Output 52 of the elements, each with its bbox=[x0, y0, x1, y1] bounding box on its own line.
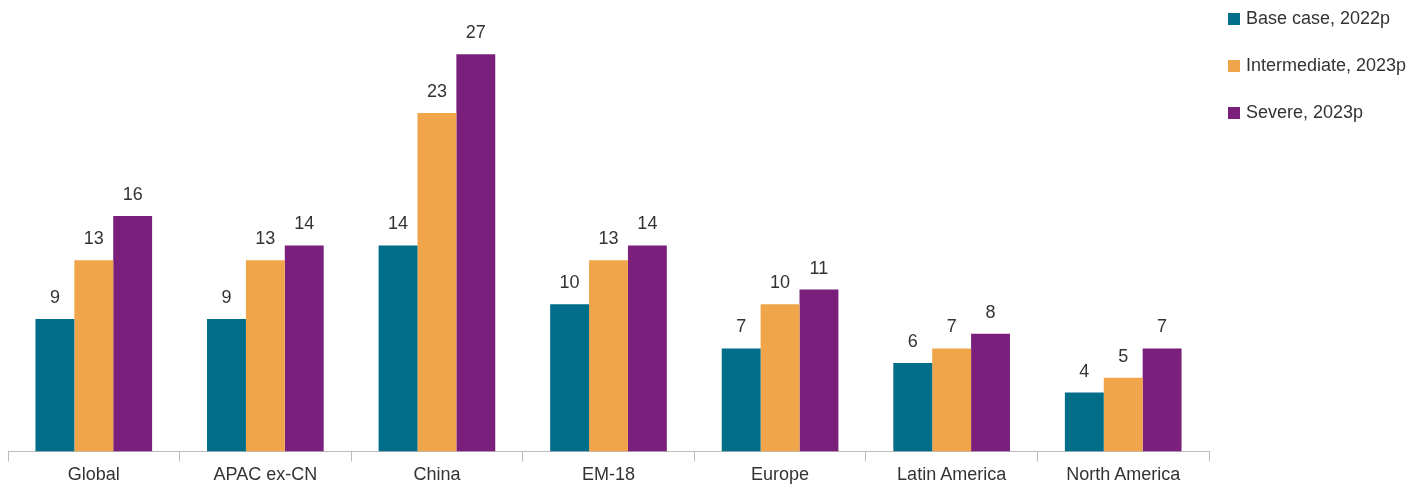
data-label: 10 bbox=[559, 272, 580, 293]
data-label: 4 bbox=[1079, 360, 1090, 381]
data-label: 14 bbox=[637, 213, 658, 234]
bar bbox=[1142, 348, 1182, 452]
data-label: 14 bbox=[388, 213, 409, 234]
x-tick-label: Global bbox=[67, 464, 120, 485]
bar bbox=[971, 333, 1010, 452]
data-label: 5 bbox=[1118, 345, 1129, 366]
data-label: 13 bbox=[83, 228, 104, 249]
bar bbox=[1103, 377, 1143, 452]
data-label: 11 bbox=[809, 257, 829, 278]
legend-label: Severe, 2023p bbox=[1246, 101, 1364, 124]
x-tick-label: Europe bbox=[751, 464, 810, 485]
data-label: 7 bbox=[736, 316, 747, 337]
data-label: 8 bbox=[985, 301, 996, 322]
bar bbox=[627, 245, 667, 452]
data-label: 13 bbox=[255, 228, 276, 249]
data-label: 23 bbox=[426, 80, 447, 101]
bar bbox=[284, 245, 324, 452]
x-tick-label: APAC ex-CN bbox=[213, 464, 318, 485]
bar bbox=[799, 289, 839, 452]
bar bbox=[1064, 392, 1104, 452]
legend-label: Intermediate, 2023p bbox=[1246, 54, 1407, 77]
data-label: 6 bbox=[907, 331, 918, 352]
x-tick-label: Latin America bbox=[897, 464, 1008, 485]
bar bbox=[550, 304, 590, 452]
bar bbox=[760, 304, 800, 452]
data-label: 16 bbox=[122, 183, 143, 204]
bar bbox=[35, 318, 75, 452]
bar bbox=[893, 363, 933, 452]
bar bbox=[417, 112, 457, 452]
bar bbox=[721, 348, 761, 452]
bar bbox=[113, 215, 153, 452]
legend-label: Base case, 2022p bbox=[1246, 7, 1391, 30]
bar bbox=[378, 245, 418, 452]
data-label: 9 bbox=[221, 286, 232, 307]
bar bbox=[932, 348, 972, 452]
x-tick-label: North America bbox=[1066, 464, 1182, 485]
bar bbox=[456, 54, 496, 452]
bar bbox=[245, 260, 285, 452]
data-label: 7 bbox=[1157, 316, 1168, 337]
data-label: 9 bbox=[49, 286, 60, 307]
data-label: 13 bbox=[598, 228, 619, 249]
data-label: 27 bbox=[465, 22, 486, 43]
bar bbox=[207, 318, 246, 452]
x-tick-label: EM-18 bbox=[581, 464, 636, 485]
bar bbox=[74, 260, 114, 452]
x-tick-label: China bbox=[413, 464, 462, 485]
data-label: 10 bbox=[770, 272, 791, 293]
bar bbox=[589, 260, 628, 452]
data-label: 7 bbox=[946, 316, 957, 337]
data-label: 14 bbox=[294, 213, 315, 234]
